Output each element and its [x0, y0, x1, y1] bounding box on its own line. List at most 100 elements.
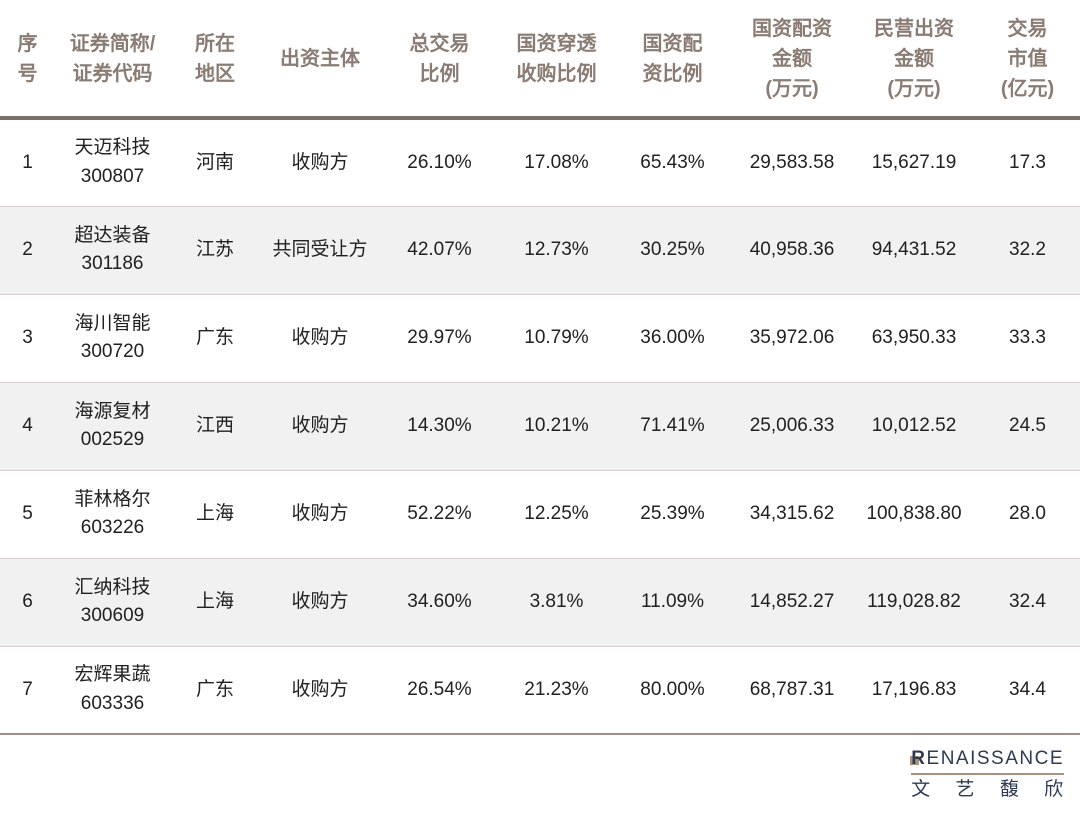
cell-name_code: 天迈科技 300807 — [74, 137, 151, 187]
cell-entity: 收购方 — [260, 557, 380, 646]
cell-state_amount: 40,958.36 — [731, 205, 853, 294]
cell-name_code: 宏辉果蔬 603336 — [55, 645, 170, 735]
cell-name_code: 菲林格尔 603226 — [55, 469, 170, 558]
cell-penetration_ratio: 12.25% — [499, 469, 614, 558]
table-row: 1 天迈科技 300807 河南 收购方 26.10% 17.08% 65.43% 29,58… — [0, 118, 1080, 206]
cell-private_amount: 119,028.82 — [853, 557, 975, 646]
cell-state_ratio: 30.25% — [614, 205, 731, 294]
cell-name_code: 海源复材 002529 — [55, 381, 170, 470]
column-header-region: 所在 地区 — [170, 0, 260, 120]
column-header-total_ratio: 总交易 比例 — [380, 0, 499, 120]
logo-tan-square-icon — [910, 756, 920, 765]
cell-region: 广东 — [170, 293, 260, 382]
footer: R ENAISSANCE 文 艺 馥 欣 — [0, 735, 1080, 802]
cell-penetration_ratio: 10.79% — [499, 293, 614, 382]
securities-data-table: 序 号证券简称/ 证券代码 所在 地区 出资主体 总交易 比例 国资穿透 收购比例 国资配… — [0, 0, 1080, 735]
cell-market_value: 28.0 — [975, 469, 1080, 558]
cell-state_amount: 25,006.33 — [731, 381, 853, 470]
cell-state_ratio: 71.41% — [614, 381, 731, 470]
cell-total_ratio: 42.07% — [380, 205, 499, 294]
cell-region: 上海 — [170, 469, 260, 558]
cell-state_ratio: 80.00% — [614, 645, 731, 735]
cell-private_amount: 100,838.80 — [853, 469, 975, 558]
cell-market_value: 33.3 — [975, 293, 1080, 382]
cell-index: 1 — [22, 151, 33, 173]
cell-index: 4 — [0, 381, 55, 470]
cell-entity: 收购方 — [260, 645, 380, 735]
cell-entity: 收购方 — [260, 293, 380, 382]
cell-penetration_ratio: 3.81% — [499, 557, 614, 646]
table-row: 3 海川智能 300720 广东 收购方 29.97% 10.79% 36.00% 35,97… — [0, 293, 1080, 382]
table-row: 5 菲林格尔 603226 上海 收购方 52.22% 12.25% 25.39% 34,31… — [0, 469, 1080, 558]
table-row: 2 超达装备 301186 江苏 共同受让方 42.07% 12.73% 30.25% 40,… — [0, 205, 1080, 294]
logo-wordmark-rest: ENAISSANCE — [926, 748, 1064, 769]
cell-index: 5 — [0, 469, 55, 558]
cell-entity: 收购方 — [260, 381, 380, 470]
cell-region: 河南 — [195, 151, 234, 173]
column-header-name_code: 证券简称/ 证券代码 — [55, 0, 170, 120]
cell-state_ratio: 65.43% — [640, 151, 705, 173]
table-row: 4 海源复材 002529 江西 收购方 14.30% 10.21% 71.41% 25,00… — [0, 381, 1080, 470]
cell-state_ratio: 36.00% — [614, 293, 731, 382]
renaissance-logo: R ENAISSANCE 文 艺 馥 欣 — [910, 748, 1064, 802]
table-header: 序 号证券简称/ 证券代码 所在 地区 出资主体 总交易 比例 国资穿透 收购比例 国资配… — [0, 0, 1080, 120]
cell-total_ratio: 26.54% — [380, 645, 499, 735]
cell-market_value: 32.4 — [975, 557, 1080, 646]
cell-state_amount: 29,583.58 — [749, 151, 835, 173]
cell-region: 江西 — [170, 381, 260, 470]
logo-divider — [911, 772, 1064, 775]
cell-private_amount: 17,196.83 — [853, 645, 975, 735]
column-header-state_ratio: 国资配 资比例 — [614, 0, 731, 120]
cell-index: 7 — [0, 645, 55, 735]
cell-private_amount: 15,627.19 — [871, 151, 957, 173]
cell-market_value: 32.2 — [975, 205, 1080, 294]
cell-entity: 收购方 — [291, 151, 349, 173]
cell-name_code: 超达装备 301186 — [55, 205, 170, 294]
cell-state_amount: 34,315.62 — [731, 469, 853, 558]
logo-r-letter: R — [911, 748, 927, 769]
cell-private_amount: 63,950.33 — [853, 293, 975, 382]
column-header-market_value: 交易 市值 (亿元) — [975, 0, 1080, 120]
cell-penetration_ratio: 10.21% — [499, 381, 614, 470]
cell-penetration_ratio: 21.23% — [499, 645, 614, 735]
column-header-index: 序 号 — [0, 0, 55, 120]
table-body: 1 天迈科技 300807 河南 收购方 26.10% 17.08% 65.43% 29,58… — [0, 118, 1080, 735]
cell-state_amount: 68,787.31 — [731, 645, 853, 735]
cell-region: 江苏 — [170, 205, 260, 294]
column-header-state_amount: 国资配资 金额 (万元) — [731, 0, 853, 120]
cell-region: 上海 — [170, 557, 260, 646]
column-header-entity: 出资主体 — [260, 0, 380, 120]
cell-entity: 收购方 — [260, 469, 380, 558]
cell-total_ratio: 29.97% — [380, 293, 499, 382]
column-header-private_amount: 民营出资 金额 (万元) — [853, 0, 975, 120]
cell-total_ratio: 14.30% — [380, 381, 499, 470]
cell-state_ratio: 11.09% — [614, 557, 731, 646]
cell-state_amount: 35,972.06 — [731, 293, 853, 382]
cell-region: 广东 — [170, 645, 260, 735]
cell-total_ratio: 52.22% — [380, 469, 499, 558]
cell-index: 2 — [0, 205, 55, 294]
cell-penetration_ratio: 12.73% — [499, 205, 614, 294]
logo-r-mark-icon: R — [910, 748, 927, 770]
cell-market_value: 34.4 — [975, 645, 1080, 735]
cell-market_value: 17.3 — [1009, 151, 1046, 173]
cell-state_ratio: 25.39% — [614, 469, 731, 558]
logo-chinese-name: 文 艺 馥 欣 — [911, 778, 1064, 800]
cell-name_code: 海川智能 300720 — [55, 293, 170, 382]
cell-penetration_ratio: 17.08% — [524, 151, 589, 173]
cell-private_amount: 10,012.52 — [853, 381, 975, 470]
cell-market_value: 24.5 — [975, 381, 1080, 470]
column-header-penetration_ratio: 国资穿透 收购比例 — [499, 0, 614, 120]
cell-index: 3 — [0, 293, 55, 382]
table-header-row: 序 号证券简称/ 证券代码 所在 地区 出资主体 总交易 比例 国资穿透 收购比例 国资配… — [0, 0, 1080, 120]
cell-total_ratio: 26.10% — [407, 151, 472, 173]
logo-wordmark: R ENAISSANCE — [910, 748, 1064, 770]
cell-state_amount: 14,852.27 — [731, 557, 853, 646]
table-row: 7 宏辉果蔬 603336 广东 收购方 26.54% 21.23% 80.00% 68,78… — [0, 645, 1080, 735]
cell-entity: 共同受让方 — [260, 205, 380, 294]
table-row: 6 汇纳科技 300609 上海 收购方 34.60% 3.81% 11.09% 14,852… — [0, 557, 1080, 646]
cell-index: 6 — [0, 557, 55, 646]
cell-private_amount: 94,431.52 — [853, 205, 975, 294]
cell-name_code: 汇纳科技 300609 — [55, 557, 170, 646]
cell-total_ratio: 34.60% — [380, 557, 499, 646]
